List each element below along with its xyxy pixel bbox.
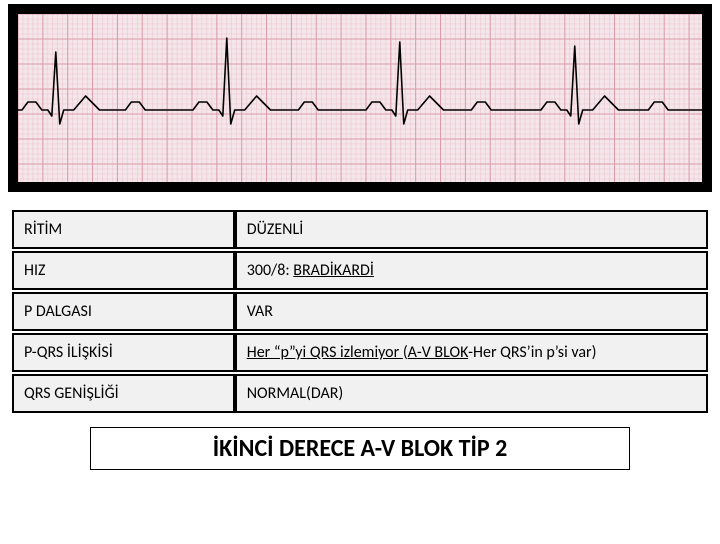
table-row: P DALGASIVAR [12, 292, 708, 331]
row-value: 300/8: BRADİKARDİ [235, 251, 708, 290]
table-row: HIZ300/8: BRADİKARDİ [12, 251, 708, 290]
analysis-tbody: RİTİMDÜZENLİHIZ300/8: BRADİKARDİP DALGAS… [12, 210, 708, 413]
table-row: QRS GENİŞLİĞİNORMAL(DAR) [12, 374, 708, 413]
row-value: DÜZENLİ [235, 210, 708, 249]
row-value: NORMAL(DAR) [235, 374, 708, 413]
table-row: RİTİMDÜZENLİ [12, 210, 708, 249]
row-label: P-QRS İLİŞKİSİ [12, 333, 235, 372]
analysis-table: RİTİMDÜZENLİHIZ300/8: BRADİKARDİP DALGAS… [12, 208, 708, 415]
ecg-frame [8, 4, 712, 192]
ecg-strip [18, 14, 702, 182]
row-value: VAR [235, 292, 708, 331]
row-value: Her “p”yi QRS izlemiyor (A-V BLOK-Her QR… [235, 333, 708, 372]
analysis-table-wrap: RİTİMDÜZENLİHIZ300/8: BRADİKARDİP DALGAS… [12, 208, 708, 415]
row-label: P DALGASI [12, 292, 235, 331]
row-label: RİTİM [12, 210, 235, 249]
diagnosis-box: İKİNCİ DERECE A-V BLOK TİP 2 [90, 427, 630, 470]
row-label: HIZ [12, 251, 235, 290]
table-row: P-QRS İLİŞKİSİHer “p”yi QRS izlemiyor (A… [12, 333, 708, 372]
row-label: QRS GENİŞLİĞİ [12, 374, 235, 413]
